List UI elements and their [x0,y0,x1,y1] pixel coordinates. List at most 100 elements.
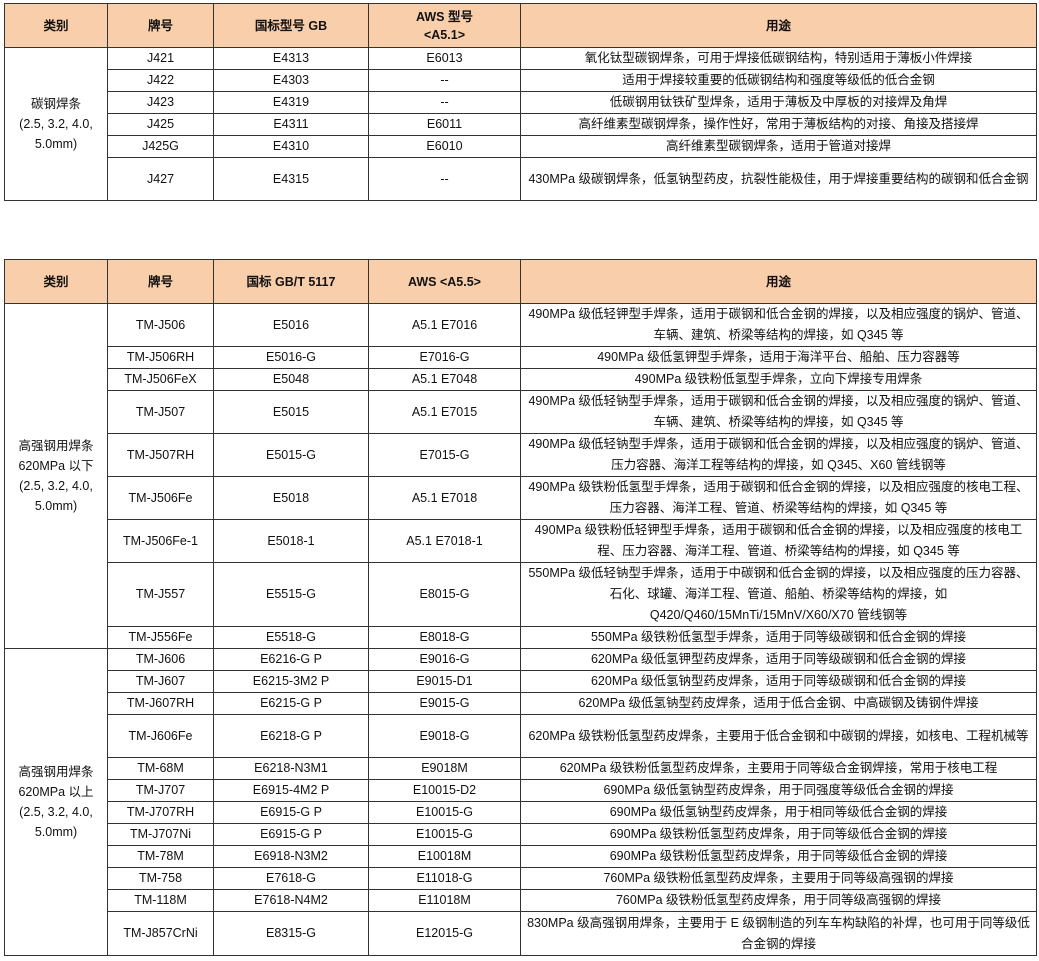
usage-cell: 690MPa 级铁粉低氢型药皮焊条，用于同等级低合金钢的焊接 [520,823,1037,846]
brand-cell: TM-J506Fe-1 [107,519,214,563]
category-line: (2.5, 3.2, 4.0, [19,805,93,819]
usage-cell: 高纤维素型碳钢焊条，操作性好，常用于薄板结构的对接、角接及搭接焊 [520,113,1037,136]
brand-cell: TM-758 [107,867,214,890]
table-row: 高强钢用焊条 620MPa 以上 (2.5, 3.2, 4.0, 5.0mm) TM-J… [4,648,1037,956]
gb-model-cell: E8315-G [213,911,369,956]
gb-model-cell: E6218-G P [213,714,369,758]
usage-cell: 690MPa 级低氢钠型药皮焊条，用于同强度等级低合金钢的焊接 [520,779,1037,802]
table-header-row: 类别 牌号 国标 GB/T 5117 AWS <A5.5> 用途 [4,259,1037,304]
table-row: TM-J606Fe E6218-G P E9018-G 620MPa 级铁粉低氢型药皮… [5,714,1037,758]
usage-cell: 550MPa 级低轻钠型手焊条，适用于中碳钢和低合金钢的焊接，以及相应强度的压力… [520,562,1037,627]
aws-model-cell: E8015-G [368,562,521,627]
table-row: TM-J507RH E5015-G E7015-G 490MPa 级低轻钠型手焊条，适… [5,433,1037,477]
usage-cell: 高纤维素型碳钢焊条，适用于管道对接焊 [520,135,1037,158]
table-row: TM-758 E7618-G E11018-G 760MPa 级铁粉低氢型药皮焊条，主… [5,867,1037,890]
gb-model-cell: E5016-G [213,346,369,369]
aws-model-cell: A5.1 E7018-1 [368,519,521,563]
gb-model-cell: E5048 [213,368,369,391]
brand-cell: J427 [107,157,214,201]
aws-model-cell: E6013 [368,47,521,70]
usage-cell: 620MPa 级铁粉低氢型药皮焊条，主要用于同等级合金钢焊接，常用于核电工程 [520,757,1037,780]
gb-model-cell: E5016 [213,303,369,347]
aws-model-cell: A5.1 E7018 [368,476,521,520]
aws-model-cell: E10015-G [368,823,521,846]
category-cell: 高强钢用焊条 620MPa 以下 (2.5, 3.2, 4.0, 5.0mm) [4,303,108,649]
category-line: 高强钢用焊条 [18,439,94,453]
gb-model-cell: E5018-1 [213,519,369,563]
table-row: J427 E4315 -- 430MPa 级碳钢焊条，低氢钠型药皮，抗裂性能极佳，用于… [5,157,1037,201]
aws-model-cell: E7015-G [368,433,521,477]
gb-model-cell: E4313 [213,47,369,70]
table-row: 高强钢用焊条 620MPa 以下 (2.5, 3.2, 4.0, 5.0mm) TM-J… [4,303,1037,649]
header-aws-model: AWS <A5.5> [368,259,521,304]
usage-cell: 620MPa 级低氢钾型药皮焊条，适用于同等级碳钢和低合金钢的焊接 [520,648,1037,671]
brand-cell: TM-J506Fe [107,476,214,520]
gb-model-cell: E5518-G [213,626,369,649]
table-row: TM-118M E7618-N4M2 E11018M 760MPa 级铁粉低氢型药皮焊… [5,889,1037,912]
table-row: TM-J607 E6215-3M2 P E9015-D1 620MPa 级低氢钠型药皮… [5,670,1037,693]
category-line: (2.5, 3.2, 4.0, [19,117,93,131]
aws-model-cell: E8018-G [368,626,521,649]
usage-cell: 690MPa 级铁粉低氢型药皮焊条，用于同等级低合金钢的焊接 [520,845,1037,868]
category-cell: 高强钢用焊条 620MPa 以上 (2.5, 3.2, 4.0, 5.0mm) [4,648,108,956]
usage-cell: 490MPa 级低轻钾型手焊条，适用于碳钢和低合金钢的焊接，以及相应强度的锅炉、… [520,303,1037,347]
table-row: TM-J607RH E6215-G P E9015-G 620MPa 级低氢钠型药皮焊… [5,692,1037,715]
table-row: TM-J857CrNi E8315-G E12015-G 830MPa 级高强钢用焊条… [5,911,1037,956]
usage-cell: 490MPa 级低氢钾型手焊条，适用于海洋平台、船舶、压力容器等 [520,346,1037,369]
usage-cell: 830MPa 级高强钢用焊条，主要用于 E 级钢制造的列车车构缺陷的补焊，也可用… [520,911,1037,956]
table-row: TM-J506RH E5016-G E7016-G 490MPa 级低氢钾型手焊条，适… [5,346,1037,369]
category-line: (2.5, 3.2, 4.0, [19,479,93,493]
aws-model-cell: A5.1 E7016 [368,303,521,347]
brand-cell: TM-J606 [107,648,214,671]
category-line: 高强钢用焊条 [18,765,94,779]
aws-model-cell: E9018M [368,757,521,780]
gb-model-cell: E4319 [213,91,369,114]
gb-model-cell: E6918-N3M2 [213,845,369,868]
aws-model-cell: E11018-G [368,867,521,890]
category-cell: 碳钢焊条 (2.5, 3.2, 4.0, 5.0mm) [4,47,108,201]
table-row: TM-J506FeX E5048 A5.1 E7048 490MPa 级铁粉低氢型手焊… [5,368,1037,391]
brand-cell: J422 [107,69,214,92]
usage-cell: 490MPa 级低轻钠型手焊条，适用于碳钢和低合金钢的焊接，以及相应强度的锅炉、… [520,390,1037,434]
gb-model-cell: E6218-N3M1 [213,757,369,780]
table-row: J425 E4311 E6011 高纤维素型碳钢焊条，操作性好，常用于薄板结构的对接、… [5,113,1037,136]
gb-model-cell: E4311 [213,113,369,136]
usage-cell: 620MPa 级低氢钠型药皮焊条，适用于同等级碳钢和低合金钢的焊接 [520,670,1037,693]
usage-cell: 760MPa 级铁粉低氢型药皮焊条，主要用于同等级高强钢的焊接 [520,867,1037,890]
table-row: TM-J507 E5015 A5.1 E7015 490MPa 级低轻钠型手焊条，适用… [5,390,1037,434]
aws-model-cell: -- [368,157,521,201]
header-category: 类别 [4,259,108,304]
category-line: 5.0mm) [34,825,78,839]
aws-model-cell: A5.1 E7048 [368,368,521,391]
usage-cell: 550MPa 级铁粉低氢型手焊条，适用于同等级碳钢和低合金钢的焊接 [520,626,1037,649]
aws-model-cell: E10015-G [368,801,521,824]
table-row: TM-J707Ni E6915-G P E10015-G 690MPa 级铁粉低氢型药… [5,823,1037,846]
brand-cell: J423 [107,91,214,114]
gb-model-cell: E4315 [213,157,369,201]
brand-cell: TM-J707RH [107,801,214,824]
brand-cell: TM-J607 [107,670,214,693]
category-line: 5.0mm) [34,499,78,513]
usage-cell: 430MPa 级碳钢焊条，低氢钠型药皮，抗裂性能极佳，用于焊接重要结构的碳钢和低… [520,157,1037,201]
header-brand: 牌号 [107,259,214,304]
gb-model-cell: E7618-G [213,867,369,890]
usage-cell: 490MPa 级铁粉低氢型手焊条，适用于碳钢和低合金钢的焊接，以及相应强度的核电… [520,476,1037,520]
table-header-row: 类别 牌号 国标型号 GB AWS 型号 <A5.1> 用途 [4,3,1037,48]
category-line: 620MPa 以上 [18,785,94,799]
aws-model-cell: -- [368,69,521,92]
table-row: J425G E4310 E6010 高纤维素型碳钢焊条，适用于管道对接焊 [5,135,1037,158]
usage-cell: 620MPa 级低氢钠型药皮焊条，适用于低合金钢、中高碳钢及铸钢件焊接 [520,692,1037,715]
table-row: TM-J556Fe E5518-G E8018-G 550MPa 级铁粉低氢型手焊条，… [5,626,1037,649]
table-row: J423 E4319 -- 低碳钢用钛铁矿型焊条，适用于薄板及中厚板的对接焊及角焊 [5,91,1037,114]
table-row: TM-J707RH E6915-G P E10015-G 690MPa 级低氢钠型药皮… [5,801,1037,824]
header-brand: 牌号 [107,3,214,48]
gb-model-cell: E4303 [213,69,369,92]
usage-cell: 490MPa 级铁粉低氢型手焊条，立向下焊接专用焊条 [520,368,1037,391]
aws-model-cell: E9015-G [368,692,521,715]
aws-model-cell: E12015-G [368,911,521,956]
high-strength-electrode-table: 类别 牌号 国标 GB/T 5117 AWS <A5.5> 用途 高强钢用焊条 620MP… [4,259,1037,956]
gb-model-cell: E6215-3M2 P [213,670,369,693]
gb-model-cell: E7618-N4M2 [213,889,369,912]
brand-cell: TM-J507RH [107,433,214,477]
category-line: 620MPa 以下 [18,459,94,473]
